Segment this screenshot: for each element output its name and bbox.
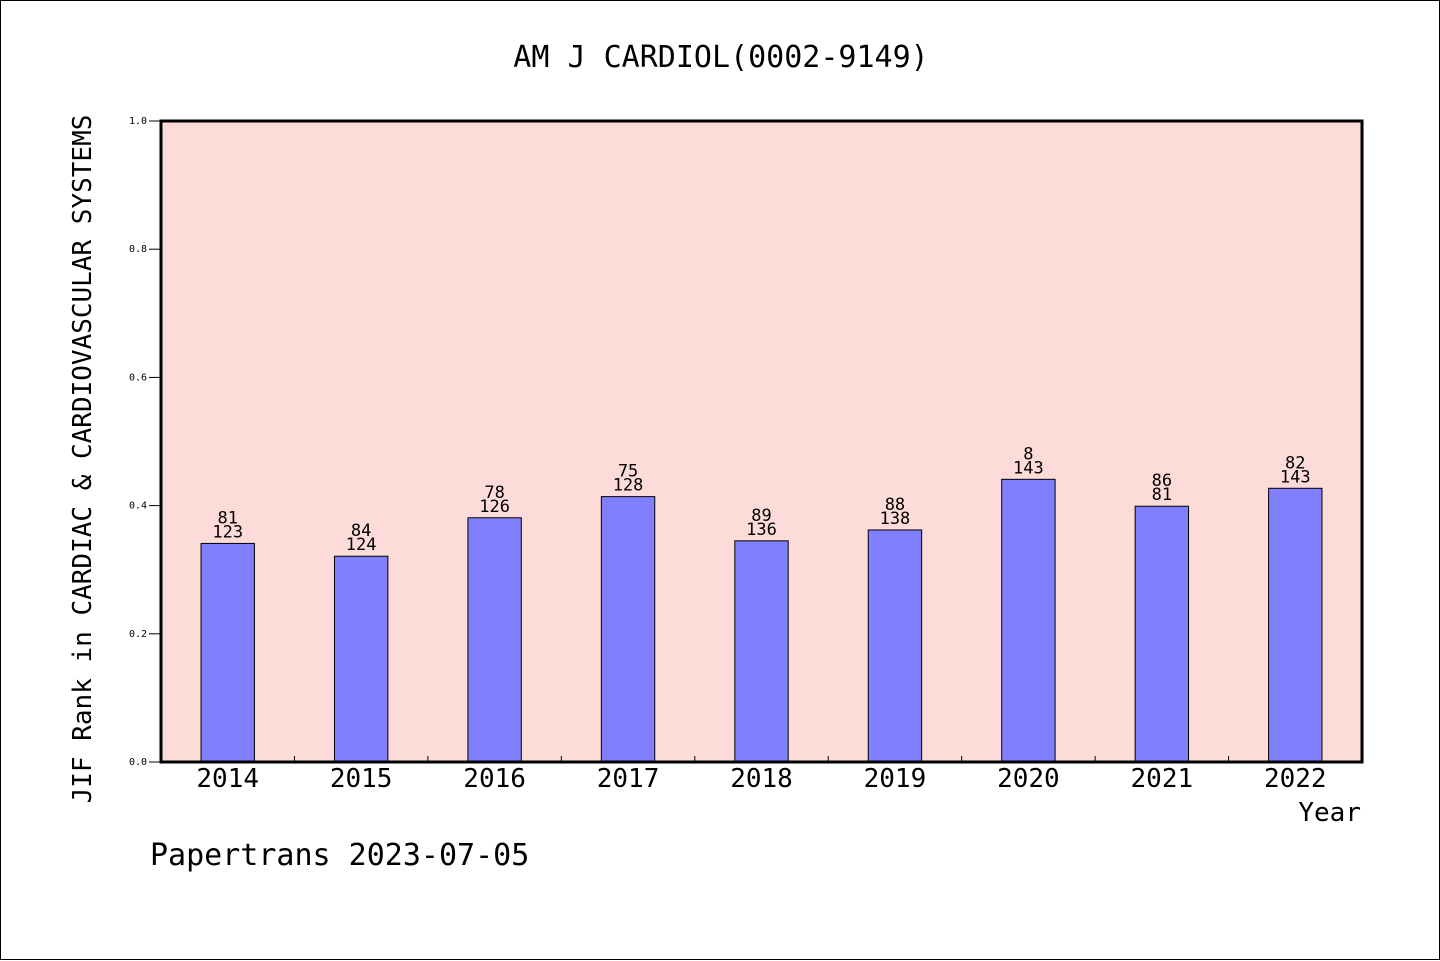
bar-2014: [200, 542, 255, 763]
bar-total-label: 81: [1152, 485, 1172, 505]
bar-2021: [1134, 505, 1190, 763]
bar-rank-label: 89: [751, 506, 771, 526]
bar-rank-label: 86: [1152, 471, 1172, 491]
chart-title: AM J CARDIOL(0002-9149): [513, 40, 928, 75]
y-tick-label: 1.0: [129, 116, 147, 127]
bar-rank-label: 88: [885, 495, 905, 515]
x-axis-label: Year: [1298, 798, 1361, 828]
y-tick-label: 0.2: [129, 629, 147, 640]
bar-total-label: 143: [1280, 467, 1311, 487]
bar-total-label: 138: [880, 509, 911, 529]
bar-rank-label: 78: [484, 483, 504, 503]
x-tick-label: 2017: [597, 764, 660, 794]
bar-total-label: 128: [613, 476, 644, 496]
bar-2020: [1001, 478, 1056, 763]
bar-rank-label: 81: [217, 508, 237, 528]
bar-2019: [867, 529, 923, 763]
y-tick-label: 0.6: [129, 372, 147, 383]
y-tick-label: 0.0: [129, 757, 147, 768]
bar-2015: [333, 555, 389, 763]
bar-total-label: 136: [746, 520, 777, 540]
x-tick-label: 2014: [196, 764, 259, 794]
x-tick-label: 2015: [330, 764, 393, 794]
x-tick-label: 2016: [463, 764, 526, 794]
bar-rank-label: 8: [1023, 444, 1033, 464]
bar-2017: [600, 496, 656, 763]
bar-total-label: 143: [1013, 458, 1044, 478]
x-tick-label: 2018: [730, 764, 793, 794]
bar-2016: [467, 517, 522, 763]
bar-2018: [734, 540, 789, 763]
x-tick-label: 2021: [1131, 764, 1194, 794]
x-tick-label: 2022: [1264, 764, 1327, 794]
x-tick-label: 2019: [864, 764, 927, 794]
y-tick-label: 0.4: [129, 501, 147, 512]
x-tick-label: 2020: [997, 764, 1060, 794]
bar-total-label: 123: [212, 522, 243, 542]
bar-rank-label: 84: [351, 521, 371, 541]
bar-rank-label: 82: [1285, 453, 1305, 473]
bar-total-label: 124: [346, 535, 377, 555]
bar-rank-label: 75: [618, 462, 638, 482]
plot-border: [159, 119, 1364, 764]
y-tick-label: 0.8: [129, 244, 147, 255]
bar-total-label: 126: [479, 497, 510, 517]
bar-2022: [1268, 487, 1323, 763]
y-axis-label: JIF Rank in CARDIAC & CARDIOVASCULAR SYS…: [68, 115, 98, 804]
axis-ticks: 0.0 0.2 0.4 0.6 0.8 1.0 2014 2015 2016 2017 2018 20…: [129, 116, 1327, 794]
footer-stamp: Papertrans 2023-07-05: [150, 838, 529, 873]
